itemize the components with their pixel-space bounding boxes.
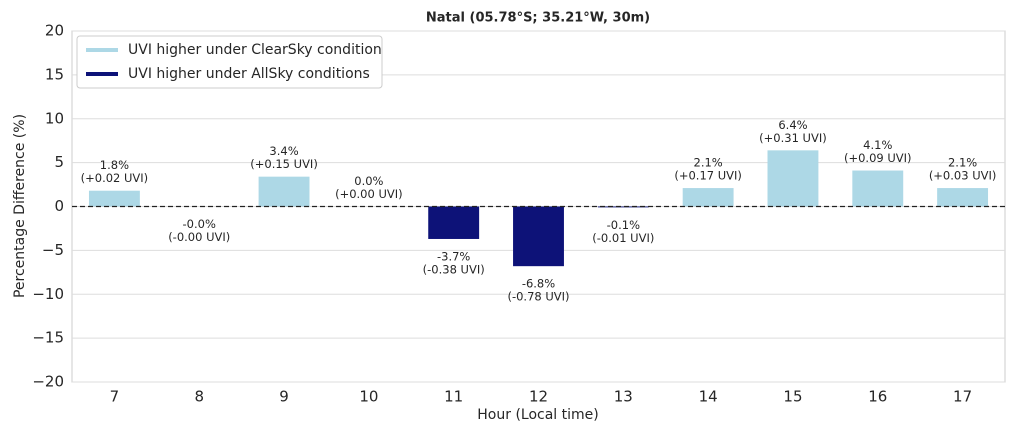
y-tick-label: 5 [54,153,64,171]
value-label: -0.1% [607,218,640,232]
x-tick-label: 16 [868,388,887,406]
value-label: 2.1% [694,156,723,170]
uvi-label: (-0.01 UVI) [592,231,654,245]
x-tick-label: 13 [614,388,633,406]
x-axis-label: Hour (Local time) [477,407,598,423]
x-tick-label: 17 [953,388,972,406]
y-tick-label: 20 [45,22,64,40]
bar [513,206,564,267]
uvi-label: (+0.31 UVI) [759,131,827,145]
y-tick-label: 0 [54,197,64,215]
bar [428,206,480,239]
y-tick-label: −5 [42,241,64,259]
legend-label: UVI higher under ClearSky condition [128,42,382,58]
uvi-label: (+0.15 UVI) [250,157,318,171]
x-tick-label: 10 [359,388,378,406]
value-label: -3.7% [437,249,470,263]
value-label: 0.0% [354,174,383,188]
bar [597,206,649,208]
y-tick-label: −20 [32,373,64,391]
x-tick-label: 7 [110,388,120,406]
x-tick-label: 14 [699,388,718,406]
value-label: -6.8% [522,277,555,291]
x-tick-label: 9 [279,388,289,406]
value-label: 6.4% [778,118,807,132]
legend-box [76,35,383,89]
y-tick-label: 10 [45,109,64,127]
y-tick-label: −15 [32,329,64,347]
bar [852,170,904,207]
value-label: 1.8% [100,158,129,172]
value-label: 3.4% [269,144,298,158]
uvi-label: (+0.17 UVI) [674,169,742,183]
value-label: -0.0% [183,217,216,231]
bar [88,190,140,207]
uvi-label: (-0.78 UVI) [507,290,569,304]
x-tick-label: 8 [194,388,204,406]
uvi-label: (-0.38 UVI) [423,262,485,276]
legend-label: UVI higher under AllSky conditions [128,66,370,82]
uvi-label: (-0.00 UVI) [168,230,230,244]
value-label: 2.1% [948,156,977,170]
y-axis-label: Percentage Difference (%) [12,114,28,298]
uvi-label: (+0.09 UVI) [844,151,912,165]
uvi-label: (+0.00 UVI) [335,187,403,201]
bar [767,150,819,207]
x-tick-label: 11 [444,388,463,406]
bar [682,188,734,207]
bar [937,188,989,207]
chart-title: Natal (05.78°S; 35.21°W, 30m) [426,11,650,26]
uvi-label: (+0.03 UVI) [929,169,997,183]
value-label: 4.1% [863,138,892,152]
y-tick-label: 15 [45,65,64,83]
bar [258,176,310,207]
x-tick-label: 15 [783,388,802,406]
uvi-label: (+0.02 UVI) [81,171,149,185]
x-tick-label: 12 [529,388,548,406]
y-tick-label: −10 [32,285,64,303]
